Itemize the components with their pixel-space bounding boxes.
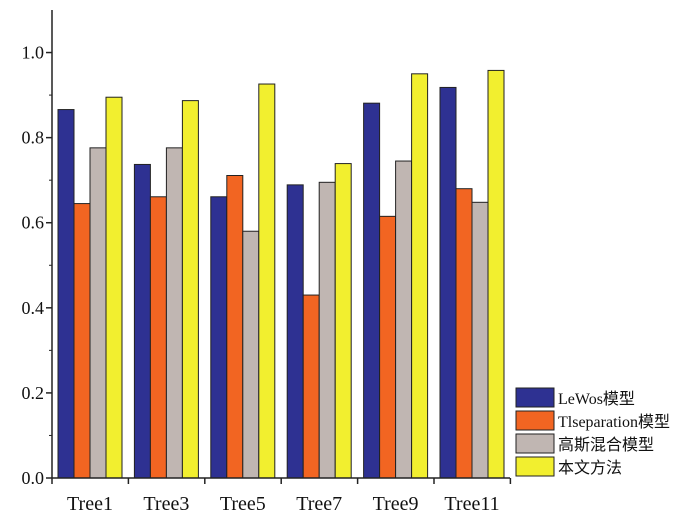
x-tick-label: Tree1 [67,493,113,513]
bar-Tree11-2 [455,188,473,479]
bar-Tree11-1 [439,86,457,479]
bar-Tree5-4 [258,83,276,479]
bar-Tree5-2 [226,175,244,479]
legend-swatch-3 [515,433,555,454]
x-tick-label: Tree7 [296,493,342,513]
legend-label-1: LeWos模型 [558,390,635,408]
y-tick-label: 0.2 [22,383,45,403]
bar-Tree3-4 [181,100,199,479]
bar-Tree3-1 [133,163,151,479]
bar-Tree1-3 [89,147,107,479]
y-tick-label: 1.0 [22,43,45,63]
legend-swatch-2 [515,410,555,431]
bar-Tree9-1 [363,102,381,479]
bar-Tree11-4 [487,69,505,479]
bar-Tree7-3 [318,181,336,479]
x-tick-label: Tree3 [143,493,189,513]
legend-swatch-4 [515,456,555,477]
x-tick-label: Tree5 [220,493,266,513]
y-tick-label: 0.4 [22,298,45,318]
bars-layer [57,69,505,479]
bar-Tree9-3 [395,160,413,479]
y-tick-label: 0.8 [22,128,45,148]
bar-Tree5-3 [242,230,260,479]
bar-Tree7-4 [334,163,352,479]
bar-Tree1-4 [105,96,123,479]
bar-Tree1-2 [73,203,91,479]
y-tick-label: 0.6 [22,213,45,233]
bar-Tree3-3 [165,147,183,479]
bar-Tree7-1 [286,184,304,479]
legend-label-4: 本文方法 [558,459,622,477]
legend-swatch-1 [515,387,555,408]
x-tick-label: Tree9 [373,493,419,513]
bar-Tree9-4 [411,73,429,479]
bar-Tree7-2 [302,294,320,479]
bar-Tree11-3 [471,201,489,479]
legend-label-2: Tlseparation模型 [558,413,670,431]
bar-Tree3-2 [149,196,167,479]
bar-Tree5-1 [210,196,228,479]
y-tick-label: 0.0 [22,468,45,488]
axes-layer: Tree1 Tree3 Tree5 Tree7 Tree9 Tree11 0.0 0.2 0.4… [22,10,512,513]
legend-label-3: 高斯混合模型 [558,436,654,454]
bar-Tree9-2 [379,215,397,479]
x-tick-label: Tree11 [444,493,499,513]
bar-Tree1-1 [57,109,75,479]
